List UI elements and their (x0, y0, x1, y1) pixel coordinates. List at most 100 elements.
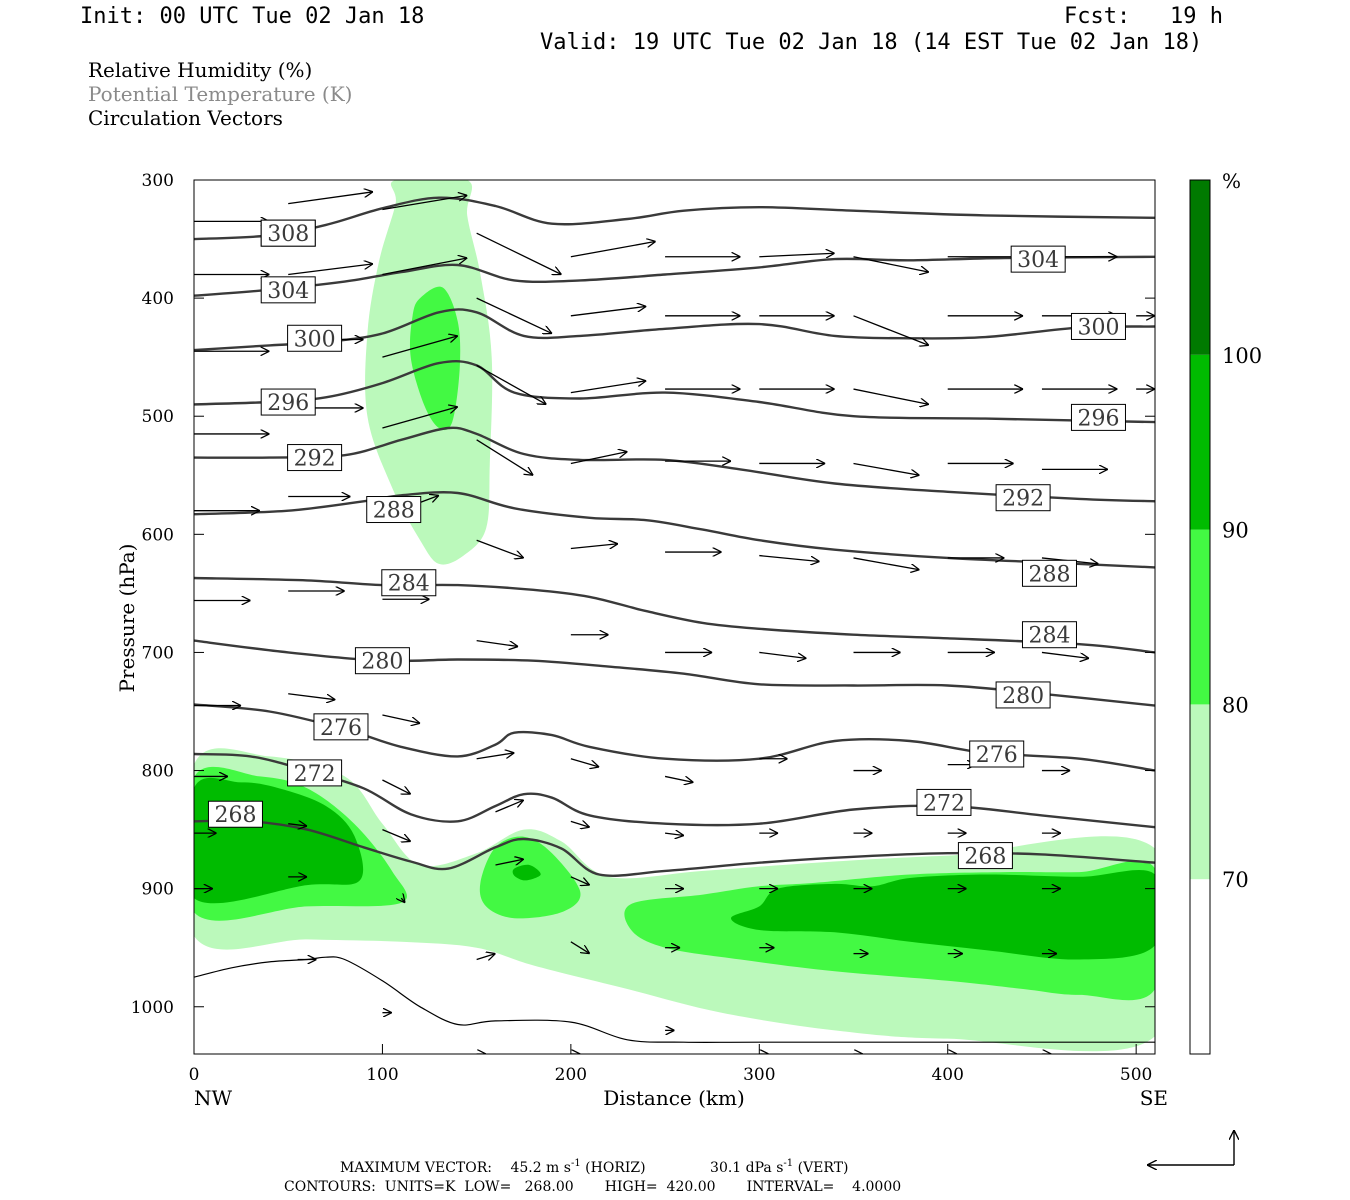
colorbar-label: 90 (1222, 519, 1249, 543)
circulation-vector (853, 256, 929, 272)
circulation-vector (759, 253, 834, 257)
circulation-vector (664, 833, 684, 835)
contour-label-280-box (354, 647, 410, 675)
circulation-vector (476, 753, 515, 760)
legend-relative-humidity: Relative Humidity (%) (88, 58, 313, 82)
contour-label-right-304-box (1010, 245, 1066, 273)
circulation-vector (382, 336, 457, 358)
circulation-vector (570, 241, 656, 258)
contour-label-right-272-box (916, 788, 972, 816)
circulation-vector (288, 693, 335, 700)
circulation-vector (853, 315, 929, 346)
contour-label-right-292-box (995, 484, 1051, 512)
contour-label-right-272: 272 (923, 791, 965, 816)
y-tick-label: 500 (142, 407, 174, 427)
circulation-vector (570, 821, 590, 827)
colorbar-swatch (1190, 180, 1210, 355)
rh-region-80-3 (409, 286, 461, 431)
circulation-vector (382, 195, 467, 211)
y-tick-label: 400 (142, 289, 174, 309)
x-tick-label: 0 (189, 1065, 200, 1085)
circulation-vector (495, 859, 523, 866)
circulation-vector (288, 192, 373, 205)
x-end-left-label: NW (194, 1086, 233, 1110)
contour-label-right-288: 288 (1028, 562, 1070, 587)
circulation-vector (476, 639, 518, 647)
circulation-vector (288, 824, 307, 826)
theta-contour-308 (194, 196, 1155, 241)
colorbar-label: 70 (1222, 868, 1249, 892)
contour-label-right-300-box (1070, 312, 1126, 340)
plot-frame (193, 179, 1156, 1055)
max-vector-horiz-value: 45.2 m s (510, 1160, 571, 1176)
contour-label-276-box (313, 713, 369, 741)
contour-label-right-280-box (995, 681, 1051, 709)
contour-label-right-284: 284 (1028, 624, 1070, 649)
circulation-vector (570, 758, 599, 767)
colorbar-swatch (1190, 354, 1210, 530)
contour-label-272: 272 (294, 762, 336, 787)
circulation-vector (570, 941, 590, 954)
contour-label-right-292: 292 (1002, 487, 1044, 512)
contour-label-300-box (287, 324, 343, 352)
colorbar-swatch (1190, 529, 1210, 705)
vert-exponent: -1 (783, 1158, 793, 1169)
reference-vector-icon (1147, 1130, 1234, 1165)
contour-label-right-300: 300 (1077, 315, 1119, 340)
colorbar-label: 80 (1222, 693, 1249, 717)
contour-label-right-276: 276 (976, 743, 1018, 768)
x-axis-title: Distance (km) (603, 1086, 745, 1110)
contour-label-right-308-box (260, 219, 316, 247)
colorbar-frame (1189, 179, 1211, 1055)
max-vector-vert-value: 30.1 dPa s (710, 1160, 783, 1176)
legend-potential-temperature: Potential Temperature (K) (88, 82, 353, 106)
contour-label-right-288-box (1021, 559, 1077, 587)
y-tick-label: 600 (142, 525, 174, 545)
footer-max-vector: MAXIMUM VECTOR: 45.2 m s-1 (HORIZ) 30.1 … (340, 1158, 849, 1176)
contour-label-layer: 3083043002962922882842802762722683083043… (207, 219, 1126, 870)
theta-contour-268 (194, 819, 1155, 877)
x-tick-label: 200 (555, 1065, 587, 1085)
contour-label-272-box (287, 759, 343, 787)
rh-fill-layer (194, 180, 1155, 1052)
contour-label-right-268: 268 (964, 845, 1006, 870)
circulation-vector (476, 297, 552, 333)
theta-contour-284 (194, 576, 1155, 654)
axes-layer: 300 400 500 600 700 800 900 1000 0 100 200 300 400 50… (131, 171, 1155, 1085)
contour-label-296: 296 (267, 391, 309, 416)
colorbar-label: 100 (1222, 344, 1262, 368)
circulation-vector (401, 898, 405, 903)
y-tick-label: 1000 (131, 998, 174, 1018)
circulation-vector (759, 651, 806, 658)
circulation-vector (476, 364, 547, 404)
y-tick-label: 900 (142, 880, 174, 900)
contour-label-right-308: 308 (267, 222, 309, 247)
theta-contour-292 (194, 426, 1155, 503)
contour-label-right-268-box (957, 842, 1013, 870)
theta-contour-276 (194, 703, 1155, 772)
valid-time-label: Valid: 19 UTC Tue 02 Jan 18 (14 EST Tue … (540, 30, 1203, 55)
contour-label-304: 304 (267, 279, 309, 304)
contour-label-268-box (207, 800, 263, 828)
circulation-vector (495, 800, 523, 813)
circulation-vector (570, 876, 590, 885)
init-time-label: Init: 00 UTC Tue 02 Jan 18 (80, 4, 425, 29)
circulation-vector (382, 258, 467, 276)
circulation-vector (288, 264, 373, 276)
theta-contour-304 (194, 255, 1155, 297)
contour-label-right-296-box (1070, 403, 1126, 431)
circulation-vector (382, 407, 457, 429)
footer-contours: CONTOURS: UNITS=K LOW= 268.00 HIGH= 420.… (284, 1179, 901, 1195)
y-axis-title: Pressure (hPa) (115, 544, 139, 693)
rh-region-90-2 (731, 869, 1155, 960)
contour-label-right-296: 296 (1077, 406, 1119, 431)
contour-label-304-box (260, 276, 316, 304)
x-tick-label: 400 (931, 1065, 963, 1085)
x-tick-label: 300 (743, 1065, 775, 1085)
y-tick-label: 300 (142, 171, 174, 191)
rh-region-90-1 (512, 864, 541, 881)
circulation-vector (476, 954, 496, 960)
circulation-vector (570, 544, 618, 549)
max-vector-vert-suffix: (VERT) (793, 1160, 848, 1176)
circulation-vector (382, 779, 410, 794)
